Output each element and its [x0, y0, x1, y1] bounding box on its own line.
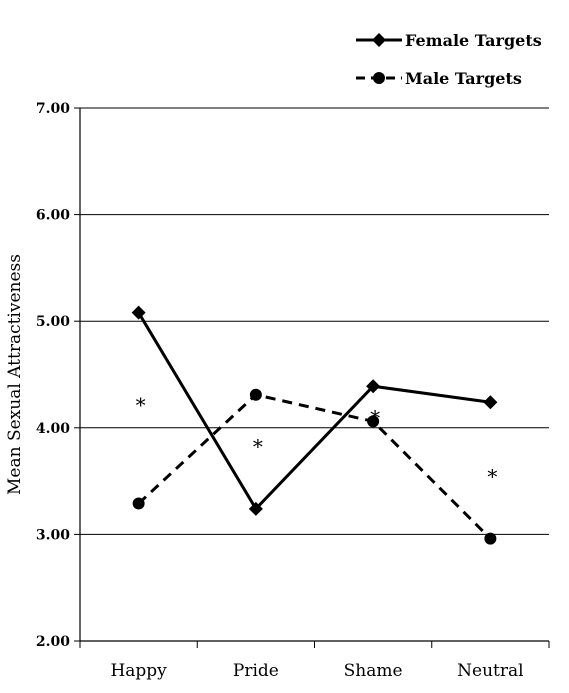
- legend-label: Male Targets: [405, 69, 522, 88]
- legend: Female Targets Male Targets: [356, 31, 542, 88]
- annotations: * * * *: [136, 393, 498, 488]
- data-point-circle: [367, 415, 380, 428]
- data-point-diamond: [366, 379, 381, 394]
- data-point-circle: [484, 532, 497, 545]
- series-male-targets: [132, 388, 497, 545]
- x-tick-label: Shame: [344, 661, 403, 681]
- series-female-targets: [131, 305, 498, 516]
- y-tick-label: 2.00: [36, 634, 70, 650]
- grid-lines: [80, 107, 549, 535]
- legend-item: Male Targets: [356, 69, 522, 88]
- y-tick-label: 5.00: [36, 314, 70, 330]
- series-line: [137, 311, 491, 512]
- significance-asterisk: *: [487, 464, 497, 488]
- series: [131, 305, 498, 545]
- data-point-circle: [249, 388, 262, 401]
- legend-item: Female Targets: [356, 31, 542, 50]
- x-tick-label: Happy: [110, 661, 167, 681]
- data-point-circle: [132, 497, 145, 510]
- y-tick-label: 4.00: [36, 421, 70, 437]
- legend-marker: [373, 72, 385, 84]
- significance-asterisk: *: [136, 393, 146, 417]
- x-tick-label: Neutral: [457, 661, 523, 681]
- y-tick-label: 6.00: [36, 208, 70, 224]
- legend-marker: [372, 33, 386, 47]
- y-tick-labels: 2.00 3.00 4.00 5.00 6.00 7.00: [36, 101, 70, 650]
- series-line: [137, 393, 492, 540]
- y-axis-label: Mean Sexual Attractiveness: [5, 254, 25, 495]
- significance-asterisk: *: [253, 435, 263, 459]
- data-point-diamond: [483, 395, 498, 410]
- data-point-diamond: [248, 501, 263, 516]
- significance-asterisk: *: [370, 406, 380, 430]
- legend-label: Female Targets: [405, 31, 542, 50]
- y-tick-label: 3.00: [36, 527, 70, 543]
- data-point-diamond: [131, 305, 146, 320]
- axes: [74, 107, 550, 648]
- y-tick-label: 7.00: [36, 101, 70, 117]
- x-tick-label: Pride: [233, 661, 279, 681]
- x-tick-labels: Happy Pride Shame Neutral: [110, 661, 523, 681]
